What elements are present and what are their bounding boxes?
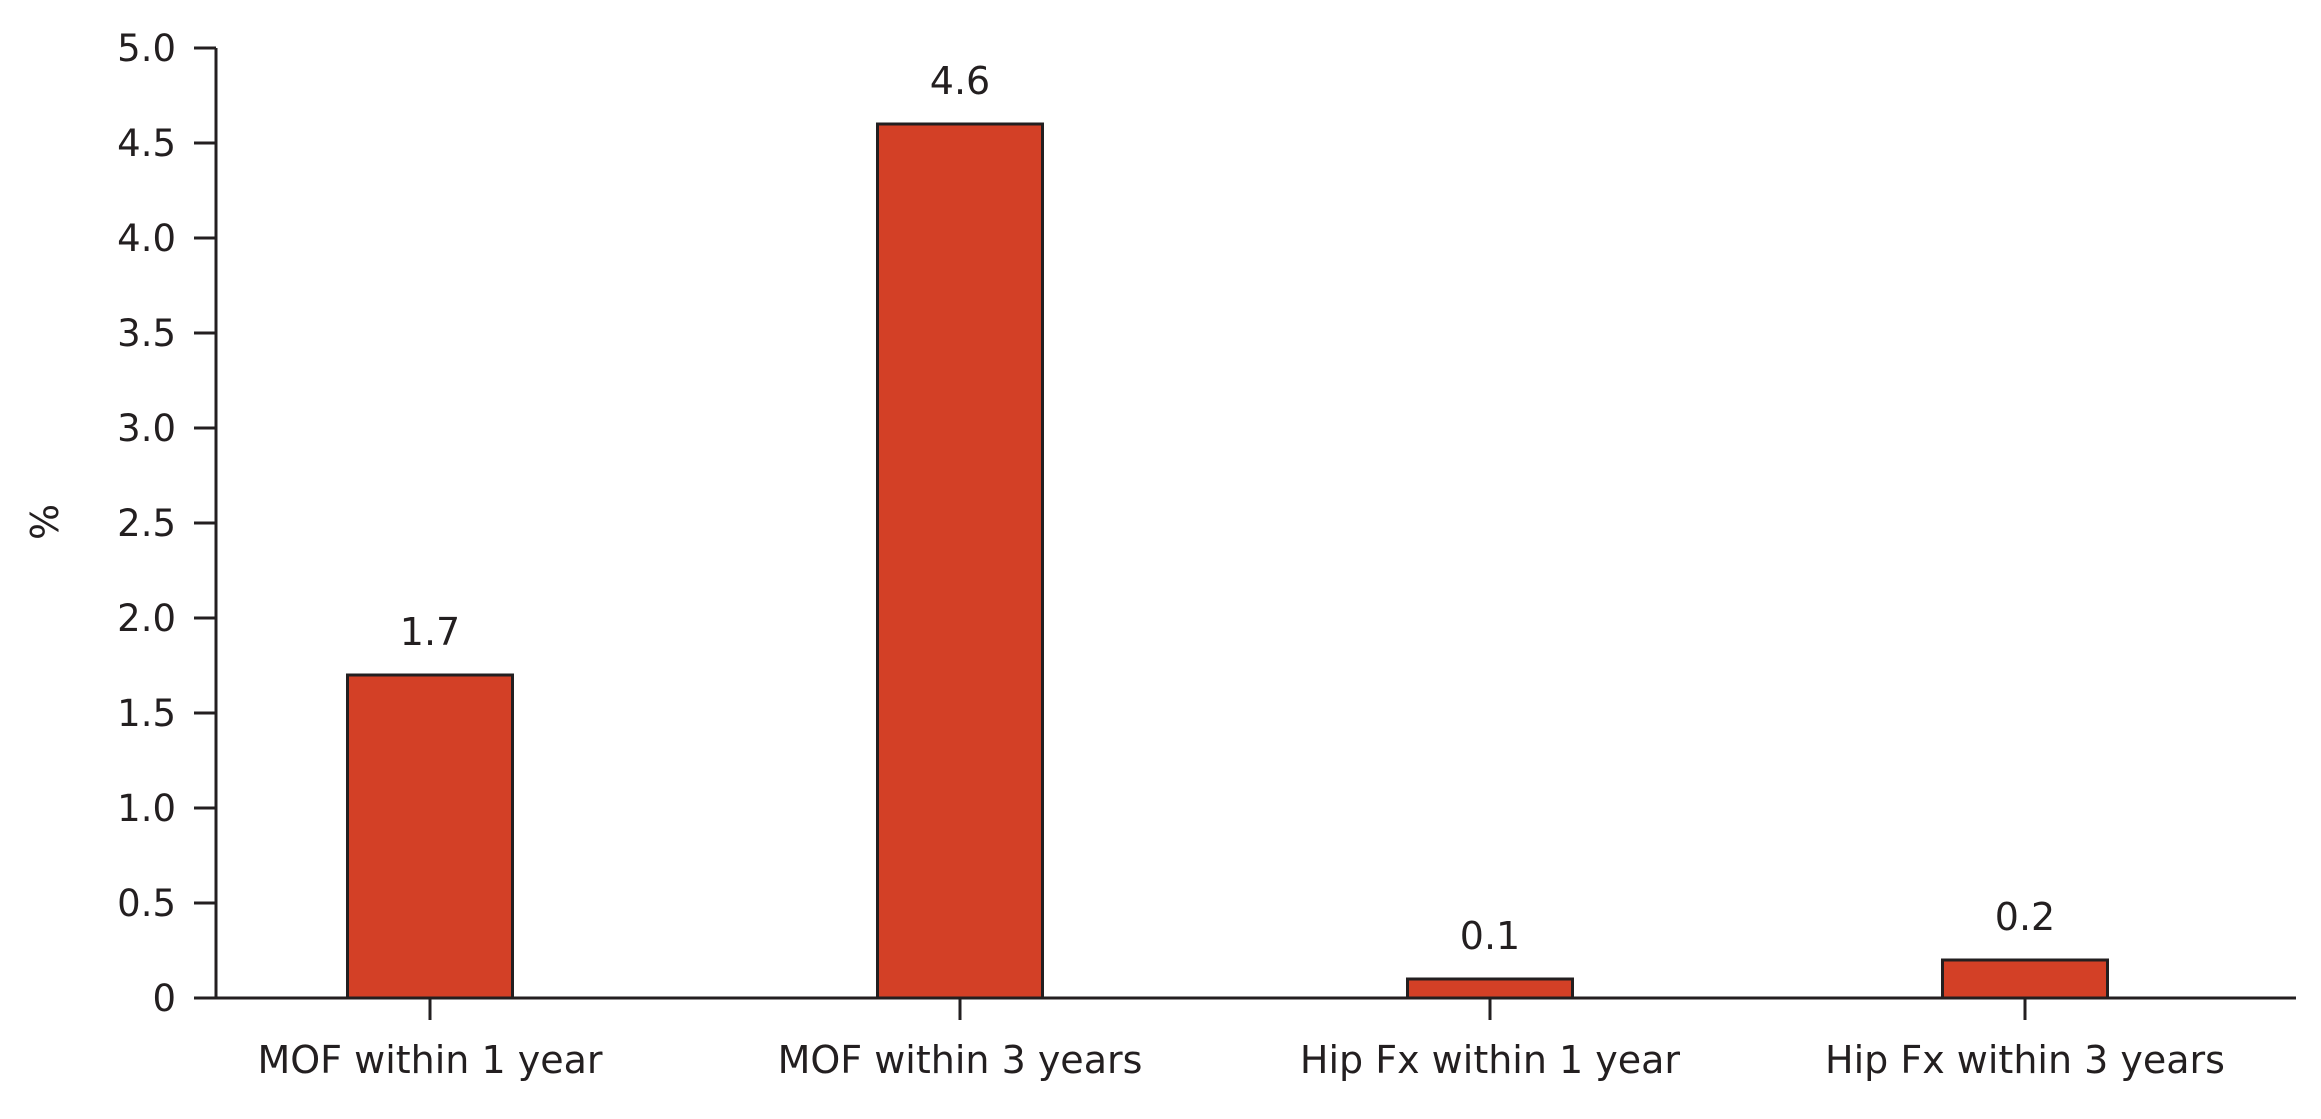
y-tick-label: 2.5 [117,502,176,545]
x-tick-label: Hip Fx within 3 years [1825,1038,2225,1082]
bar-1 [346,673,514,1000]
bar-3 [1406,977,1574,1000]
data-label-2: 4.6 [930,59,990,103]
y-ticks-layer: 0 0.5 1.0 1.5 2.0 2.5 3.0 3.5 4.0 4.5 5.0 [117,27,216,1020]
y-tick-label: 3.5 [117,312,176,355]
y-tick-label: 3.0 [117,407,176,450]
data-label-3: 0.1 [1460,914,1520,958]
bar-4 [1941,958,2109,1000]
x-tick-label: MOF within 3 years [778,1038,1143,1082]
y-tick-label: 1.0 [117,787,176,830]
x-tick-label: Hip Fx within 1 year [1300,1038,1681,1082]
y-axis-title-group: % [23,504,67,540]
data-label-1: 1.7 [400,610,460,654]
y-tick-label: 4.0 [117,217,176,260]
y-tick-label: 0 [152,977,176,1020]
bar-2 [876,122,1044,1000]
y-tick-label: 4.5 [117,122,176,165]
x-ticks-layer: MOF within 1 year MOF within 3 years Hip F… [257,998,2225,1082]
y-tick-label: 5.0 [117,27,176,70]
x-tick-label: MOF within 1 year [257,1038,602,1082]
y-tick-label: 1.5 [117,692,176,735]
y-axis-title: % [23,504,67,540]
data-label-4: 0.2 [1995,895,2055,939]
y-tick-label: 2.0 [117,597,176,640]
bars-layer [346,122,2109,1000]
data-labels-layer: 1.7 4.6 0.1 0.2 [400,59,2055,958]
y-tick-label: 0.5 [117,882,176,925]
